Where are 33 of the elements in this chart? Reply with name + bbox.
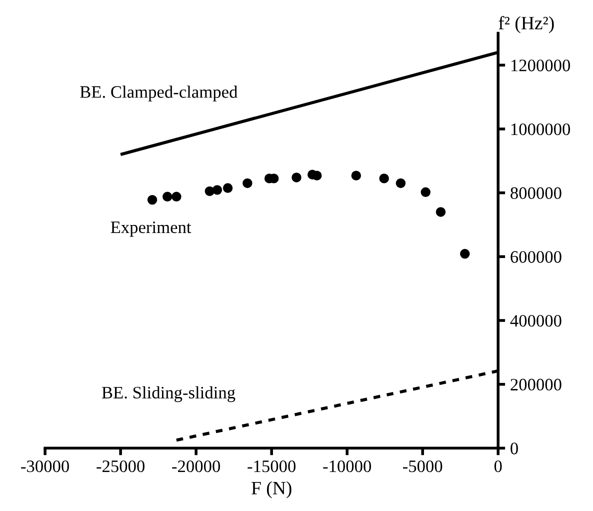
y-tick-label: 200000 [510,378,562,391]
point [172,192,182,202]
point [420,187,430,198]
x-tick-label: -5000 [403,460,442,472]
x-tick-label: -30000 [21,460,69,472]
x-tick-label: 0 [494,460,502,472]
y-axis-title: f² (Hz²) [498,16,554,34]
point [162,192,172,202]
y-tick-label: 400000 [510,314,562,327]
y-tick-label: 0 [510,442,518,454]
point [379,174,389,184]
point [222,183,233,193]
point [436,207,446,217]
series-label: BE. Sliding-sliding [102,386,236,402]
x-tick-label: -10000 [323,460,372,472]
x-tick-label: -15000 [248,460,296,472]
point [242,178,252,188]
x-tick-label: -25000 [96,460,145,472]
point [212,185,222,195]
y-tick-label: 1200000 [511,60,570,72]
x-tick-label: -20000 [172,460,220,472]
series-label: BE. Clamped-clamped [80,86,238,102]
point [460,248,470,259]
point [351,170,362,180]
point [147,194,158,205]
y-tick-label: 800000 [510,187,562,199]
series-label: Experiment [110,222,192,237]
y-tick-label: 1000000 [511,123,570,136]
point [292,172,302,182]
point [312,170,322,180]
point [396,178,406,188]
y-tick-label: 600000 [510,251,562,263]
x-axis-title: F (N) [252,481,292,498]
